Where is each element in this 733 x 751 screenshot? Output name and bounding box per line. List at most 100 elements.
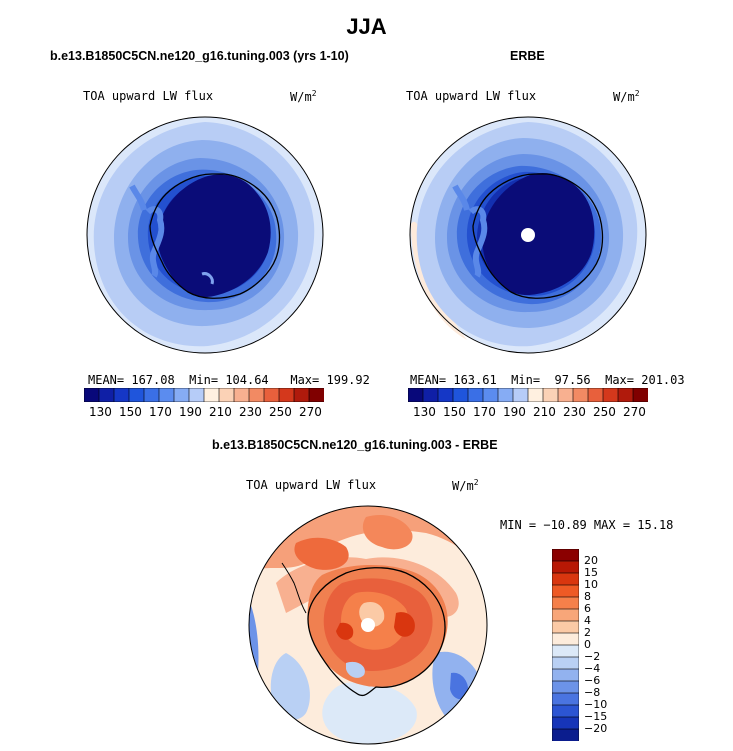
- page-title: JJA: [346, 14, 387, 39]
- colorbar-tick-label: 270: [299, 405, 322, 419]
- colorbar-swatch: [452, 388, 469, 402]
- colorbar-tick-label: 2: [584, 626, 591, 639]
- panel2-variable-label: TOA upward LW flux: [406, 89, 537, 103]
- colorbar-swatch: [552, 692, 579, 706]
- colorbar-tick-label: 6: [584, 602, 591, 615]
- colorbar-swatch: [263, 388, 280, 402]
- colorbar-tick-label: 10: [584, 578, 598, 591]
- panel1-polar-map: [86, 116, 324, 354]
- colorbar-tick-label: 170: [149, 405, 172, 419]
- colorbar-tick-label: 210: [533, 405, 556, 419]
- colorbar-tick-label: 170: [473, 405, 496, 419]
- colorbar-tick-label: 250: [593, 405, 616, 419]
- colorbar-swatch: [552, 632, 579, 646]
- colorbar-swatch: [497, 388, 514, 402]
- colorbar-swatch: [552, 716, 579, 730]
- colorbar-tick-label: 150: [119, 405, 142, 419]
- colorbar-tick-label: −2: [584, 650, 601, 663]
- colorbar-swatch: [233, 388, 250, 402]
- diff-panel-title: b.e13.B1850C5CN.ne120_g16.tuning.003 - E…: [212, 438, 498, 452]
- colorbar-swatch: [552, 680, 579, 694]
- colorbar-swatch: [552, 572, 579, 586]
- colorbar-swatch: [552, 704, 579, 718]
- panel2-units-label: W/m2: [613, 89, 640, 104]
- panel1-stats: MEAN= 167.08 Min= 104.64 Max= 199.92: [88, 373, 370, 387]
- colorbar-swatch: [98, 388, 115, 402]
- panel2-colorbar: [408, 388, 648, 402]
- colorbar-swatch: [218, 388, 235, 402]
- colorbar-swatch: [408, 388, 424, 402]
- colorbar-swatch: [128, 388, 145, 402]
- panel1-units-label: W/m2: [290, 89, 317, 104]
- colorbar-tick-label: 0: [584, 638, 591, 651]
- diff-variable-label: TOA upward LW flux: [246, 478, 377, 492]
- colorbar-swatch: [557, 388, 574, 402]
- colorbar-swatch: [173, 388, 190, 402]
- colorbar-swatch: [422, 388, 439, 402]
- panel2-polar-map: [409, 116, 647, 354]
- colorbar-tick-label: 190: [179, 405, 202, 419]
- colorbar-swatch: [552, 608, 579, 622]
- colorbar-swatch: [552, 620, 579, 634]
- colorbar-swatch: [552, 656, 579, 670]
- colorbar-swatch: [84, 388, 100, 402]
- colorbar-tick-label: −8: [584, 686, 601, 699]
- diff-polar-map: [248, 505, 488, 745]
- colorbar-swatch: [542, 388, 559, 402]
- colorbar-swatch: [552, 560, 579, 574]
- colorbar-swatch: [278, 388, 295, 402]
- colorbar-tick-label: −6: [584, 674, 601, 687]
- panel2-title: ERBE: [510, 49, 545, 63]
- colorbar-tick-label: 190: [503, 405, 526, 419]
- colorbar-swatch: [552, 728, 579, 741]
- panel2-stats: MEAN= 163.61 Min= 97.56 Max= 201.03: [410, 373, 685, 387]
- colorbar-tick-label: 230: [239, 405, 262, 419]
- colorbar-tick-label: 230: [563, 405, 586, 419]
- panel1-variable-label: TOA upward LW flux: [83, 89, 214, 103]
- colorbar-tick-label: 130: [89, 405, 112, 419]
- colorbar-tick-label: 8: [584, 590, 591, 603]
- colorbar-tick-label: −15: [584, 710, 608, 723]
- colorbar-swatch: [632, 388, 648, 402]
- colorbar-tick-label: 150: [443, 405, 466, 419]
- colorbar-tick-label: 20: [584, 554, 598, 567]
- panel1-title: b.e13.B1850C5CN.ne120_g16.tuning.003 (yr…: [50, 49, 349, 63]
- colorbar-swatch: [293, 388, 310, 402]
- colorbar-swatch: [552, 644, 579, 658]
- colorbar-swatch: [158, 388, 175, 402]
- colorbar-swatch: [437, 388, 454, 402]
- colorbar-swatch: [552, 668, 579, 682]
- diff-units-label: W/m2: [452, 478, 479, 493]
- colorbar-swatch: [552, 584, 579, 598]
- colorbar-swatch: [203, 388, 220, 402]
- colorbar-swatch: [512, 388, 529, 402]
- colorbar-swatch: [248, 388, 265, 402]
- colorbar-swatch: [587, 388, 604, 402]
- diff-colorbar-labels: 20 15 10 8 6 4 2 0 −2 −4 −6 −8 −10 −15 −20: [584, 549, 624, 741]
- panel1-colorbar: [84, 388, 324, 402]
- colorbar-swatch: [602, 388, 619, 402]
- colorbar-tick-label: 270: [623, 405, 646, 419]
- colorbar-swatch: [467, 388, 484, 402]
- colorbar-tick-label: −10: [584, 698, 608, 711]
- diff-minmax: MIN = −10.89 MAX = 15.18: [500, 518, 674, 532]
- panel2-colorbar-labels: 130 150 170 190 210 230 250 270: [408, 405, 648, 421]
- colorbar-tick-label: 130: [413, 405, 436, 419]
- colorbar-swatch: [308, 388, 324, 402]
- colorbar-tick-label: 250: [269, 405, 292, 419]
- colorbar-swatch: [143, 388, 160, 402]
- colorbar-swatch: [552, 549, 579, 562]
- colorbar-tick-label: −20: [584, 722, 608, 735]
- panel1-colorbar-labels: 130 150 170 190 210 230 250 270: [84, 405, 324, 421]
- colorbar-swatch: [527, 388, 544, 402]
- colorbar-tick-label: −4: [584, 662, 601, 675]
- colorbar-swatch: [113, 388, 130, 402]
- colorbar-swatch: [572, 388, 589, 402]
- colorbar-tick-label: 15: [584, 566, 598, 579]
- colorbar-swatch: [617, 388, 634, 402]
- colorbar-tick-label: 210: [209, 405, 232, 419]
- colorbar-swatch: [552, 596, 579, 610]
- colorbar-tick-label: 4: [584, 614, 591, 627]
- colorbar-swatch: [482, 388, 499, 402]
- colorbar-swatch: [188, 388, 205, 402]
